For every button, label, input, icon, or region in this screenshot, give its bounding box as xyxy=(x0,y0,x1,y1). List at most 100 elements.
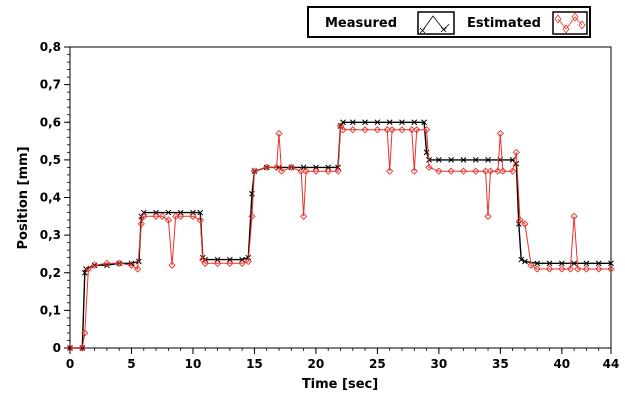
y-axis: 0 0,1 0,2 0,3 0,4 0,5 0,6 0,7 0,8 xyxy=(40,40,70,355)
data-point-measured xyxy=(608,260,614,267)
x-axis-label: Time [sec] xyxy=(302,377,378,392)
data-point-estimated xyxy=(481,167,490,175)
data-point-estimated xyxy=(413,126,421,134)
data-point-estimated xyxy=(177,212,185,220)
y-tick-label: 0,8 xyxy=(40,40,61,54)
series-estimated xyxy=(66,122,615,352)
y-tick-label: 0,1 xyxy=(40,303,61,317)
data-point-estimated xyxy=(275,129,283,138)
data-point-estimated xyxy=(299,212,308,220)
data-point-estimated xyxy=(398,126,406,134)
data-point-estimated xyxy=(386,167,394,175)
data-point-estimated xyxy=(297,167,305,175)
data-point-estimated xyxy=(570,212,578,220)
data-point-measured xyxy=(136,258,142,265)
data-point-measured xyxy=(485,157,491,163)
data-point-estimated xyxy=(238,259,246,267)
data-point-estimated xyxy=(484,212,492,220)
data-point-estimated xyxy=(595,265,603,273)
data-point-estimated xyxy=(422,126,431,134)
data-point-estimated xyxy=(574,265,582,273)
x-tick-label: 0 xyxy=(66,357,74,371)
data-point-estimated xyxy=(201,259,209,267)
data-point-estimated xyxy=(566,265,575,273)
y-tick-label: 0,6 xyxy=(40,115,61,129)
data-point-estimated xyxy=(90,261,99,269)
data-point-measured xyxy=(518,256,525,263)
x-tick-label: 44 xyxy=(603,357,620,371)
data-point-estimated xyxy=(521,220,529,228)
data-point-estimated xyxy=(226,259,234,267)
series-layer xyxy=(66,119,615,352)
data-point-estimated xyxy=(410,167,418,175)
data-point-estimated xyxy=(115,259,123,267)
data-point-estimated xyxy=(172,212,180,220)
data-point-measured xyxy=(460,157,467,163)
data-point-measured xyxy=(81,269,88,276)
data-point-estimated xyxy=(486,167,495,175)
data-point-measured xyxy=(571,260,577,267)
data-point-estimated xyxy=(103,259,111,267)
data-point-estimated xyxy=(158,212,166,220)
y-tick-label: 0 xyxy=(53,341,61,355)
data-point-estimated xyxy=(84,265,93,273)
data-point-measured xyxy=(448,157,455,163)
data-point-measured xyxy=(325,164,332,171)
series-line-estimated xyxy=(70,124,611,349)
data-point-estimated xyxy=(516,216,524,224)
legend-swatch-estimated xyxy=(552,11,588,35)
data-point-estimated xyxy=(81,329,89,337)
data-point-measured xyxy=(177,209,184,216)
data-point-estimated xyxy=(334,167,342,175)
y-tick-label: 0,7 xyxy=(40,78,61,92)
data-point-estimated xyxy=(447,167,455,175)
data-point-measured xyxy=(558,260,565,267)
data-point-estimated xyxy=(459,167,468,175)
data-point-estimated xyxy=(250,167,259,175)
plot-area xyxy=(69,46,612,349)
data-point-measured xyxy=(214,256,221,263)
data-point-measured xyxy=(436,157,442,163)
data-point-measured xyxy=(197,209,204,216)
x-tick-label: 30 xyxy=(431,357,448,371)
data-point-estimated xyxy=(425,163,433,172)
data-point-estimated xyxy=(168,261,176,269)
data-point-measured xyxy=(362,119,368,126)
x-axis: 0 5 10 15 20 25 30 35 40 44 xyxy=(66,348,620,371)
x-tick-label: 35 xyxy=(492,357,509,371)
data-point-measured xyxy=(426,157,432,163)
y-tick-label: 0,2 xyxy=(40,266,61,280)
data-point-estimated xyxy=(263,163,271,172)
data-point-estimated xyxy=(607,265,615,273)
data-point-estimated xyxy=(349,126,357,134)
data-point-estimated xyxy=(545,265,554,273)
data-point-estimated xyxy=(512,148,520,156)
data-point-estimated xyxy=(78,344,86,352)
data-point-measured xyxy=(313,164,319,171)
data-point-estimated xyxy=(66,344,74,352)
data-point-estimated xyxy=(133,265,142,273)
data-point-estimated xyxy=(272,163,281,172)
data-point-estimated xyxy=(388,126,396,134)
data-point-estimated xyxy=(137,220,145,228)
data-point-estimated xyxy=(508,167,517,175)
data-point-measured xyxy=(226,256,233,263)
data-point-estimated xyxy=(213,259,222,267)
data-point-measured xyxy=(165,209,172,216)
x-tick-label: 25 xyxy=(369,357,386,371)
data-point-estimated xyxy=(277,167,286,175)
data-point-estimated xyxy=(339,126,347,134)
legend-label-estimated: Estimated xyxy=(467,16,541,31)
data-point-estimated xyxy=(248,212,256,220)
x-tick-label: 15 xyxy=(246,357,263,371)
data-point-estimated xyxy=(287,163,295,172)
data-point-estimated xyxy=(383,126,391,134)
data-point-estimated xyxy=(496,129,504,138)
y-tick-label: 0,5 xyxy=(40,153,61,167)
data-point-estimated xyxy=(324,167,332,175)
y-tick-label: 0,4 xyxy=(40,191,61,205)
data-point-estimated xyxy=(196,216,204,224)
data-point-estimated xyxy=(472,167,480,175)
data-point-measured xyxy=(522,258,528,265)
data-point-estimated xyxy=(499,167,507,175)
